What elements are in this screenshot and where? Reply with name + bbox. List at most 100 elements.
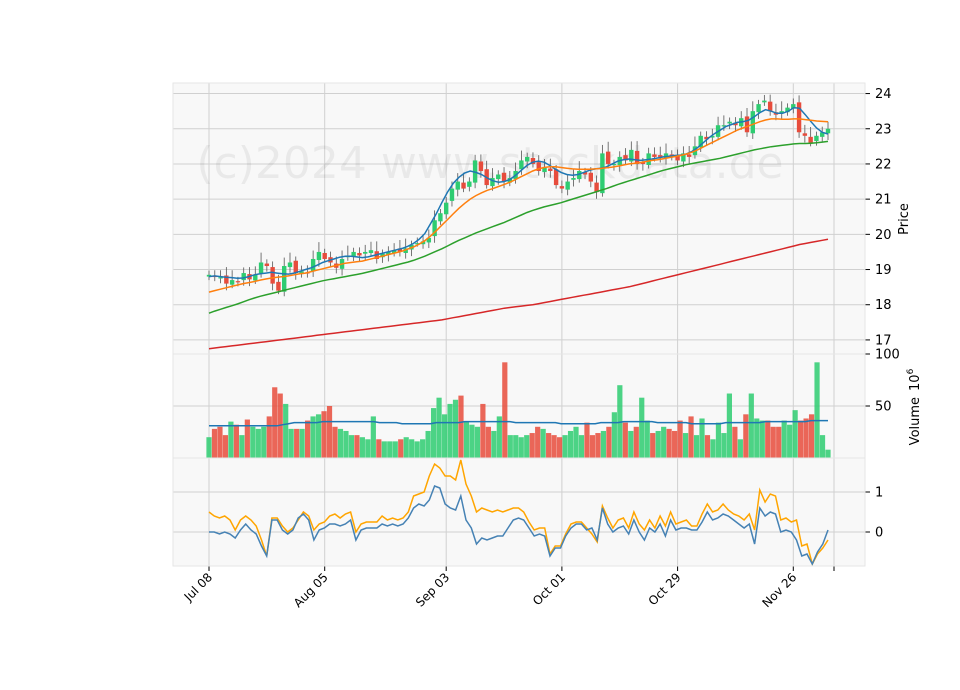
volume-bar: [798, 420, 804, 458]
volume-bar: [310, 416, 316, 458]
volume-bar: [244, 419, 250, 458]
candle-body: [282, 266, 287, 292]
candle-body: [565, 181, 570, 190]
candle-body: [235, 281, 241, 283]
volume-bar: [693, 435, 700, 458]
candle-body: [548, 168, 553, 171]
volume-bar: [819, 435, 826, 458]
volume-bar: [721, 433, 727, 458]
candle-body: [796, 102, 802, 133]
oscillator-panel: [173, 458, 865, 566]
volume-bar: [628, 430, 634, 458]
volume-bar: [425, 430, 431, 458]
volume-bar: [759, 420, 765, 458]
candle-body: [733, 122, 738, 126]
candle-body: [605, 151, 611, 164]
volume-bar: [458, 395, 464, 458]
volume-bar: [211, 428, 218, 458]
candle-body: [629, 149, 634, 162]
osc-line-a: [209, 485, 829, 566]
osc-tick-label: 0: [875, 526, 883, 541]
candle-body: [611, 163, 617, 166]
candle-body: [519, 160, 524, 170]
candle-body: [542, 167, 547, 173]
ma-long-line: [208, 140, 829, 314]
candle-body: [559, 186, 565, 189]
volume-bar: [403, 437, 409, 458]
volume-bar: [556, 437, 563, 458]
price-tick-label: 19: [875, 263, 892, 278]
candle-body: [779, 111, 784, 113]
candle-body: [310, 258, 316, 272]
volume-bar: [814, 362, 820, 458]
candle-body: [229, 280, 235, 285]
volume-bar: [715, 422, 722, 458]
volume-bar: [644, 420, 650, 458]
volume-bar: [370, 416, 376, 458]
candle-body: [675, 155, 680, 161]
candle-body: [501, 172, 507, 182]
volume-bar: [589, 435, 596, 458]
candle-body: [253, 274, 258, 281]
candle-body: [577, 170, 582, 180]
volume-bar: [776, 426, 782, 458]
candle-body: [704, 136, 709, 140]
volume-bar: [348, 435, 355, 458]
candle-body: [808, 136, 813, 143]
candle-body: [750, 111, 755, 134]
volume-bar: [250, 426, 256, 458]
volume-bar: [343, 430, 349, 458]
candle-body: [791, 104, 796, 109]
candle-body: [426, 237, 432, 243]
candle-body: [536, 162, 541, 171]
volume-bar: [255, 428, 261, 458]
volume-bar: [765, 420, 771, 458]
volume-bar: [803, 418, 809, 458]
candle-body: [588, 172, 594, 182]
candle-body: [582, 172, 588, 175]
price-tick-label: 20: [875, 228, 892, 243]
candle-body: [727, 121, 732, 124]
panel-border: [172, 457, 866, 567]
volume-bar: [546, 433, 552, 458]
volume-bar: [567, 430, 574, 458]
volume-bar: [754, 418, 760, 458]
volume-bar: [787, 424, 793, 458]
volume-bar: [518, 437, 524, 458]
volume-bar: [485, 426, 491, 458]
candle-body: [802, 133, 808, 136]
volume-bar: [748, 393, 754, 458]
candle-body: [258, 262, 264, 274]
candle-body: [206, 274, 212, 277]
volume-bar: [699, 418, 705, 458]
volume-tick-label: 50: [875, 400, 892, 415]
volume-bar: [441, 414, 448, 458]
candle-body: [681, 153, 686, 162]
price-tick-label: 23: [875, 122, 892, 137]
candle-body: [490, 178, 495, 187]
candle-body: [293, 260, 298, 274]
volume-bar: [507, 435, 513, 458]
volume-bar: [633, 426, 639, 458]
volume-bar: [726, 393, 732, 458]
volume-bar: [666, 428, 672, 458]
volume-bars: [206, 362, 831, 458]
ma-mid-line: [208, 118, 829, 293]
volume-bar: [305, 420, 311, 458]
candle-body: [357, 252, 362, 256]
candle-body: [351, 251, 356, 257]
candle-body: [634, 150, 640, 164]
candle-body: [825, 128, 831, 134]
volume-bar: [469, 424, 475, 458]
volume-bar: [611, 412, 617, 458]
candle-body: [698, 135, 703, 148]
volume-bar: [682, 433, 689, 458]
volume-bar: [409, 439, 415, 458]
ma-short-line: [208, 106, 829, 280]
watermark: (c)2024 www.stockdata.de: [196, 138, 783, 189]
candle-body: [744, 116, 750, 133]
volume-bar: [447, 403, 453, 458]
volume-bar: [294, 428, 300, 458]
candle-body: [756, 104, 761, 113]
volume-bar: [540, 428, 546, 458]
